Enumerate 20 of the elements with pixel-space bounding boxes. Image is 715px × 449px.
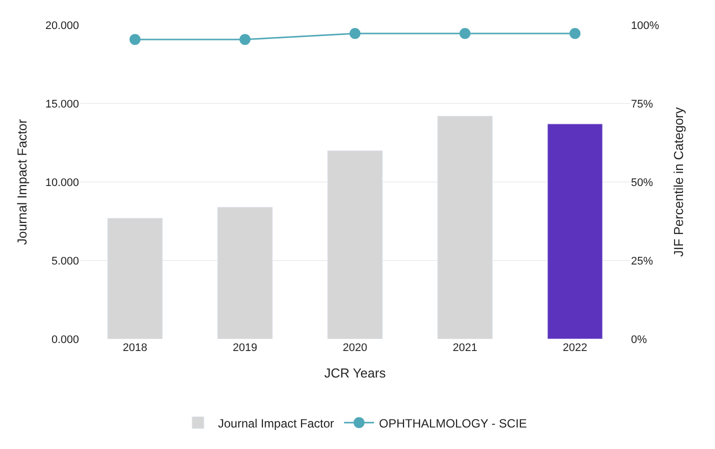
y-tick-label: 5.000 [51,255,79,268]
y-tick-label: 0.000 [51,334,79,346]
y-tick-label: 10.000 [45,176,79,189]
legend-label: OPHTHALMOLOGY - SCIE [379,416,527,430]
y-tick-label: 15.000 [45,98,79,110]
x-tick-label: 2018 [122,342,148,354]
x-tick-label: 2022 [562,342,588,354]
y-axis-title: Journal Impact Factor [14,118,30,245]
x-tick-label: 2019 [232,342,258,354]
y2-tick-label: 25% [631,255,654,268]
x-tick-label: 2020 [342,342,368,354]
y-tick-label: 20.000 [45,20,79,32]
legend-label: Journal Impact Factor [218,416,334,430]
y2-tick-label: 0% [631,334,648,346]
y2-tick-label: 100% [631,20,660,32]
y2-axis-title: JIF Percentile in Category [670,106,686,257]
x-tick-label: 2021 [452,342,478,354]
y2-tick-label: 50% [631,176,654,189]
y2-tick-label: 75% [631,98,654,110]
x-axis-title: JCR Years [324,366,386,381]
